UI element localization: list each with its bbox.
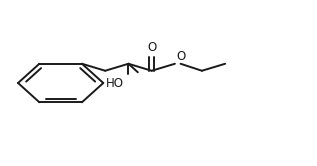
Text: HO: HO xyxy=(105,77,123,90)
Text: O: O xyxy=(177,50,186,63)
Text: O: O xyxy=(147,42,156,54)
